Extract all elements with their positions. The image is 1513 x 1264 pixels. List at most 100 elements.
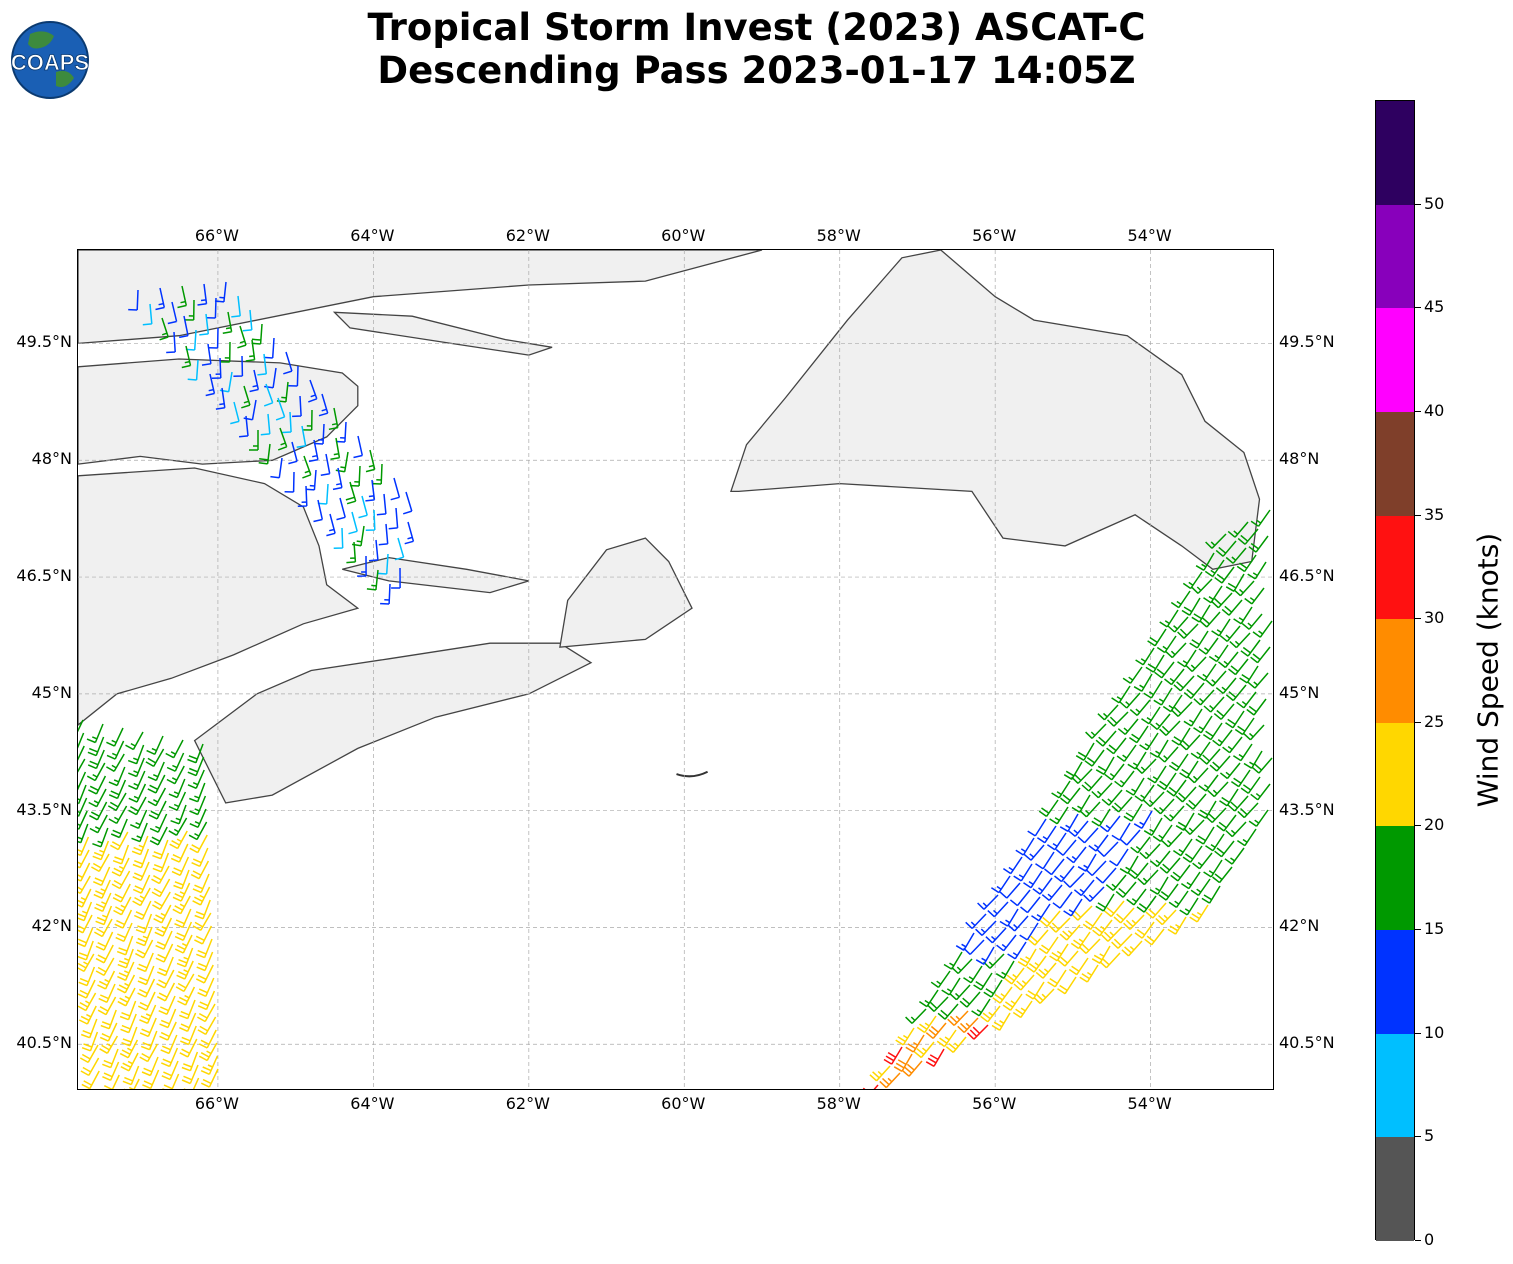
wind-barb <box>1177 649 1197 668</box>
wind-barb <box>1063 761 1083 780</box>
wind-barb <box>1227 521 1249 538</box>
wind-barb <box>1111 685 1131 704</box>
map-canvas[interactable] <box>78 250 1274 1090</box>
wind-barb <box>1203 859 1223 878</box>
wind-barb <box>943 951 963 970</box>
wind-barb <box>955 932 975 951</box>
wind-barb <box>376 493 387 516</box>
wind-barb <box>1250 783 1271 801</box>
chart-title: Tropical Storm Invest (2023) ASCAT-C Des… <box>0 6 1513 92</box>
lon-label-top: 60°W <box>661 226 706 245</box>
wind-barb <box>1240 776 1261 794</box>
wind-barb <box>1195 552 1215 571</box>
wind-barb <box>1079 801 1101 818</box>
wind-barb <box>1234 717 1255 736</box>
lat-label-right: 42°N <box>1279 916 1320 936</box>
wind-barb <box>975 946 995 965</box>
wind-barb <box>1145 654 1165 673</box>
wind-barb <box>283 351 293 375</box>
wind-barb <box>243 399 257 421</box>
wind-barb <box>1171 727 1191 746</box>
wind-barb <box>1068 957 1089 976</box>
wind-barb <box>160 1034 178 1055</box>
wind-barb <box>901 1060 923 1077</box>
wind-barb <box>100 1009 117 1030</box>
wind-barb <box>1111 822 1131 841</box>
wind-barb <box>1117 718 1139 735</box>
wind-barb <box>249 430 259 451</box>
wind-barb <box>1009 889 1031 907</box>
wind-barb <box>346 541 357 564</box>
wind-barb <box>288 441 298 465</box>
wind-barb <box>1123 914 1145 930</box>
wind-barb <box>135 913 153 934</box>
wind-barb <box>1134 921 1155 939</box>
wind-barb <box>1116 744 1137 762</box>
wind-barb <box>1134 784 1155 802</box>
wind-barb <box>161 1047 179 1068</box>
wind-barb <box>930 970 951 989</box>
wind-barb <box>78 888 92 908</box>
colorbar-bin-8 <box>1376 308 1414 412</box>
wind-barb <box>110 831 129 851</box>
wind-barb <box>1232 743 1253 762</box>
wind-barb <box>263 337 275 359</box>
wind-barb <box>1143 817 1163 836</box>
wind-barb <box>78 940 94 961</box>
wind-barb <box>1248 809 1269 827</box>
wind-barb <box>999 882 1021 899</box>
wind-barb <box>1211 618 1231 637</box>
wind-barb <box>139 1004 157 1024</box>
wind-barb <box>1182 845 1203 863</box>
wind-barb <box>166 331 176 354</box>
wind-barb <box>377 553 389 575</box>
colorbar-bin-0 <box>1376 1137 1414 1241</box>
wind-barb <box>189 782 206 803</box>
wind-barb <box>927 996 949 1012</box>
wind-barb <box>1038 799 1059 818</box>
wind-barb <box>1185 793 1207 810</box>
wind-barb <box>1213 703 1235 720</box>
wind-barb <box>168 791 187 811</box>
wind-barb <box>194 925 213 945</box>
colorbar-tick-label: 10 <box>1424 1022 1445 1042</box>
wind-barb <box>196 938 213 959</box>
wind-barb <box>1199 611 1221 628</box>
wind-barb <box>196 951 214 972</box>
wind-barb <box>1141 706 1161 725</box>
lat-label-left: 43.5°N <box>16 799 72 819</box>
wind-barb <box>1144 928 1165 946</box>
wind-barb <box>277 427 288 451</box>
map-panel[interactable] <box>77 249 1274 1090</box>
wind-barb <box>147 761 165 782</box>
wind-barb <box>132 848 150 869</box>
wind-barb <box>366 569 379 591</box>
wind-barb <box>1095 756 1115 775</box>
wind-barb <box>313 499 324 523</box>
colorbar-tick <box>1415 514 1421 516</box>
wind-barb <box>971 998 991 1017</box>
wind-barb <box>1095 730 1117 747</box>
wind-barb <box>916 1015 937 1034</box>
wind-barb <box>1101 926 1123 942</box>
wind-barb <box>308 439 319 463</box>
wind-barb <box>1013 863 1033 882</box>
wind-barb <box>142 303 153 326</box>
wind-barb <box>1239 665 1259 684</box>
wind-barb <box>114 909 133 929</box>
lat-label-left: 45°N <box>31 682 72 702</box>
wind-barb <box>151 865 170 885</box>
wind-barb <box>155 943 174 963</box>
wind-barb <box>1057 976 1077 995</box>
wind-barb <box>184 299 195 321</box>
wind-barb <box>925 1022 947 1039</box>
wind-barb <box>1027 929 1049 946</box>
lon-label-top: 66°W <box>194 226 239 245</box>
wind-barb <box>1073 879 1095 897</box>
wind-barb <box>187 769 205 789</box>
wind-barb <box>130 809 148 829</box>
wind-barb <box>245 339 256 362</box>
wind-barb <box>320 453 331 477</box>
wind-barb <box>1225 684 1247 702</box>
wind-barb <box>93 879 111 899</box>
